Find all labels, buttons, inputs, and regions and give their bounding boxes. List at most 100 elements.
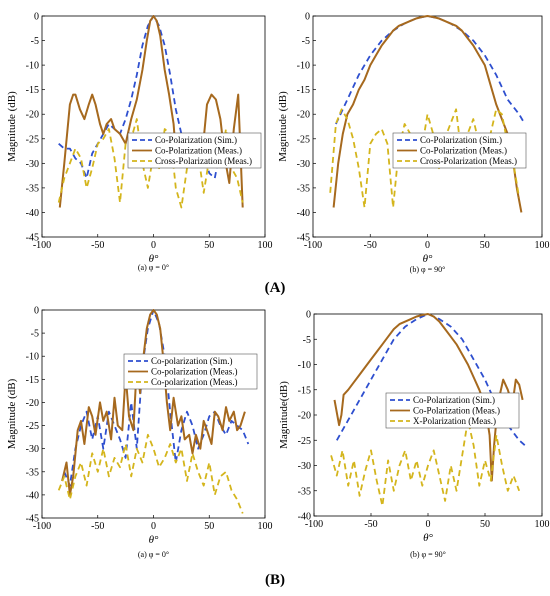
x-tick-label: 50 bbox=[204, 521, 214, 532]
x-tick-label: -100 bbox=[33, 240, 51, 251]
plot-frame bbox=[41, 309, 266, 519]
y-tick-label: -30 bbox=[26, 444, 39, 455]
x-tick-label: -100 bbox=[305, 519, 323, 530]
y-tick-label: -15 bbox=[26, 375, 39, 386]
legend-entry: Co-polarization (Meas.) bbox=[151, 367, 237, 377]
y-tick-label: -5 bbox=[31, 36, 39, 47]
y-tick-label: -5 bbox=[31, 329, 39, 340]
chart-b-phi-90: -100 -50 0 50 100 0 -5 -10 -15 -20 -25 -30 -35 -40 θ° M… bbox=[278, 310, 550, 560]
series-line-3 bbox=[57, 118, 244, 209]
x-tick-label: 100 bbox=[258, 240, 273, 251]
chart-a-phi-0: -100 -50 0 50 100 0 -5 -10 -15 -20 -25 -30 -35 -40 -45… bbox=[6, 12, 273, 273]
y-tick-label: -20 bbox=[297, 110, 310, 121]
y-tick-label: -40 bbox=[26, 490, 39, 501]
y-tick-label: -15 bbox=[26, 85, 39, 96]
subfigure-caption: (b) φ = 90° bbox=[410, 550, 446, 559]
x-axis-label: θ° bbox=[423, 253, 433, 265]
y-tick-label: -15 bbox=[298, 385, 311, 396]
y-tick-label: -25 bbox=[26, 421, 39, 432]
series-line-1 bbox=[63, 309, 250, 487]
legend-entry: Cross-Polarization (Meas.) bbox=[420, 156, 517, 166]
y-tick-label: -45 bbox=[26, 514, 39, 525]
y-tick-label: -30 bbox=[26, 159, 39, 170]
y-tick-label: -20 bbox=[26, 110, 39, 121]
legend-entry: Co-polarization (Meas.) bbox=[151, 377, 237, 387]
y-tick-label: -10 bbox=[26, 61, 39, 72]
x-tick-label: -50 bbox=[91, 240, 104, 251]
y-tick-label: -35 bbox=[26, 183, 39, 194]
y-tick-label: -10 bbox=[26, 352, 39, 363]
x-tick-label: 50 bbox=[204, 240, 214, 251]
subfigure-caption: (a) φ = 0° bbox=[138, 550, 169, 559]
x-tick-label: 0 bbox=[426, 519, 431, 530]
plot-frame bbox=[312, 15, 543, 238]
series-line-2 bbox=[61, 309, 246, 496]
y-tick-label: 0 bbox=[34, 12, 39, 23]
y-tick-label: -30 bbox=[297, 159, 310, 170]
y-tick-label: -40 bbox=[26, 208, 39, 219]
legend-box bbox=[392, 132, 527, 169]
legend-entry: X-Polarization (Meas.) bbox=[413, 416, 496, 426]
y-tick-label: -30 bbox=[298, 461, 311, 472]
x-axis-label: θ° bbox=[149, 534, 159, 546]
x-tick-label: 100 bbox=[535, 519, 550, 530]
y-tick-label: 0 bbox=[305, 12, 310, 23]
y-tick-label: -25 bbox=[298, 436, 311, 447]
y-tick-label: -25 bbox=[297, 134, 310, 145]
x-tick-label: -100 bbox=[304, 240, 322, 251]
panel-label-b: (B) bbox=[265, 572, 285, 588]
y-tick-label: -40 bbox=[298, 512, 311, 523]
legend-entry: Co-Polarization (Meas.) bbox=[155, 146, 242, 156]
legend-entry: Co-Polarization (Meas.) bbox=[420, 146, 507, 156]
legend-entry: Co-Polarization (Sim.) bbox=[420, 135, 502, 145]
x-tick-label: 0 bbox=[425, 240, 430, 251]
y-tick-label: -20 bbox=[26, 398, 39, 409]
x-tick-label: -50 bbox=[91, 521, 104, 532]
series-line-3 bbox=[330, 419, 521, 507]
x-axis-label: θ° bbox=[149, 253, 159, 265]
x-axis-label: θ° bbox=[423, 532, 433, 544]
y-axis-label: Magnitude (dB) bbox=[6, 378, 18, 449]
series-line-3 bbox=[57, 433, 244, 514]
x-tick-label: 50 bbox=[480, 240, 490, 251]
y-tick-label: 0 bbox=[34, 306, 39, 317]
y-tick-label: -40 bbox=[297, 208, 310, 219]
x-tick-label: 0 bbox=[151, 240, 156, 251]
y-axis-label: Magnitude (dB) bbox=[6, 91, 18, 162]
series-line-2 bbox=[332, 15, 523, 213]
y-tick-label: -10 bbox=[298, 360, 311, 371]
legend-entry: Cross-Polarization (Meas.) bbox=[155, 156, 252, 166]
x-tick-label: -50 bbox=[364, 519, 377, 530]
y-tick-label: 0 bbox=[306, 310, 311, 321]
legend-entry: Co-polarization (Sim.) bbox=[151, 356, 232, 366]
x-tick-label: -100 bbox=[33, 521, 51, 532]
y-tick-label: -35 bbox=[298, 486, 311, 497]
x-tick-label: -50 bbox=[364, 240, 377, 251]
subfigure-caption: (b) φ = 90° bbox=[410, 265, 446, 274]
subfigure-caption: (a) φ = 0° bbox=[138, 263, 169, 272]
legend-entry: Co-Polarization (Sim.) bbox=[413, 395, 495, 405]
y-tick-label: -15 bbox=[297, 85, 310, 96]
legend-entry: Co-Polarization (Sim.) bbox=[155, 135, 237, 145]
y-tick-label: -25 bbox=[26, 134, 39, 145]
x-tick-label: 100 bbox=[258, 521, 273, 532]
chart-a-phi-90: -100 -50 0 50 100 0 -5 -10 -15 -20 -25 -30 -35 -40 -45… bbox=[277, 12, 550, 275]
y-axis-label: Magnitude(dB) bbox=[278, 381, 290, 449]
plot-frame bbox=[41, 15, 266, 238]
panel-label-a: (A) bbox=[265, 280, 286, 296]
y-tick-label: -10 bbox=[297, 61, 310, 72]
y-axis-label: Magnitude (dB) bbox=[277, 91, 289, 162]
y-tick-label: -5 bbox=[302, 36, 310, 47]
y-tick-label: -45 bbox=[297, 233, 310, 244]
series-line-1 bbox=[58, 15, 244, 179]
y-tick-label: -20 bbox=[298, 411, 311, 422]
y-tick-label: -35 bbox=[297, 183, 310, 194]
x-tick-label: 100 bbox=[535, 240, 550, 251]
x-tick-label: 0 bbox=[151, 521, 156, 532]
series-line-2 bbox=[58, 15, 244, 208]
y-tick-label: -5 bbox=[303, 335, 311, 346]
y-tick-label: -45 bbox=[26, 233, 39, 244]
y-tick-label: -35 bbox=[26, 467, 39, 478]
legend-entry: Co-Polarization (Meas.) bbox=[413, 406, 500, 416]
